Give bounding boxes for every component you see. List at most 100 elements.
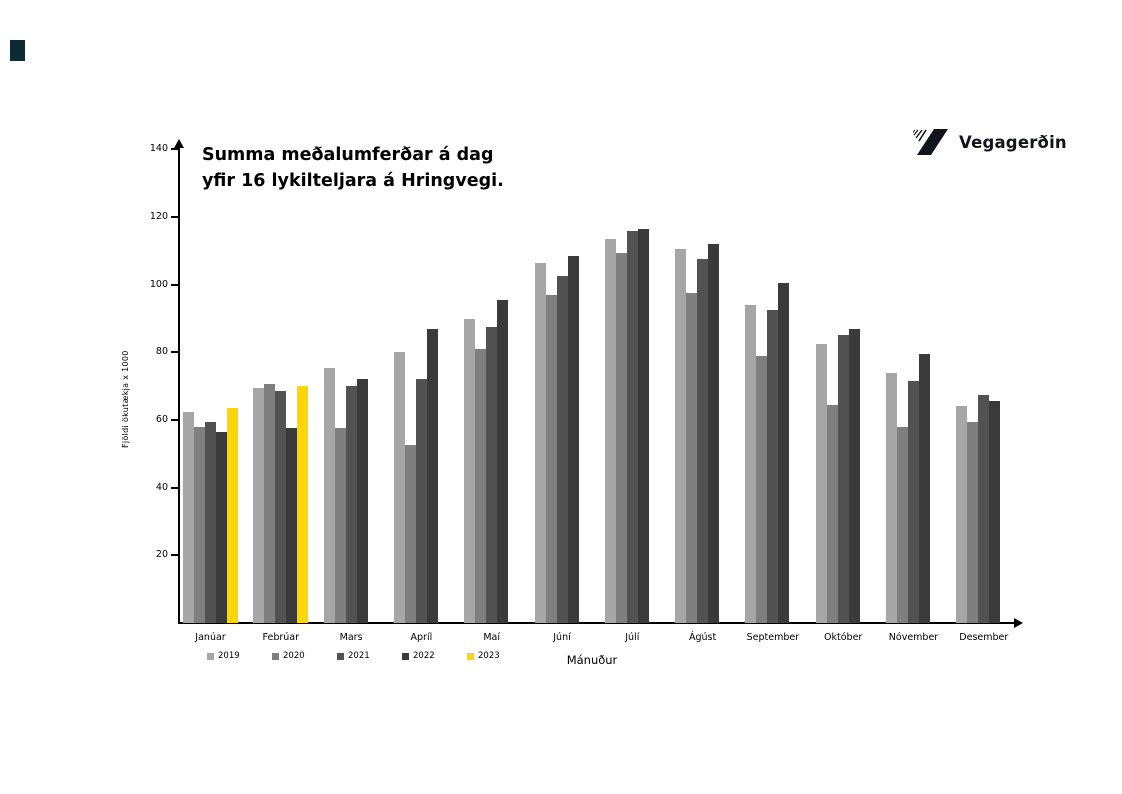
bar-2021-ágúst [697,259,709,623]
bar-2021-mars [345,386,357,623]
x-tick-label-júní: Júní [553,632,571,643]
y-tick-mark-60 [171,419,178,422]
bar-2020-september [756,355,768,623]
bar-2021-september [767,310,779,623]
y-tick-mark-80 [171,351,178,354]
bar-2020-ágúst [686,293,698,623]
bar-2021-desember [978,394,990,623]
legend-swatch-2021 [337,652,344,660]
bar-2022-febrúar [286,428,298,623]
bar-2019-október [815,343,827,623]
vegagerdin-logo-text: Vegagerðin [959,132,1067,152]
bar-2022-júní [567,255,579,623]
y-tick-mark-40 [171,486,178,489]
bar-2021-júlí [626,230,638,623]
bar-2022-september [778,283,790,623]
bar-2019-nóvember [886,372,897,623]
bar-2021-apríl [415,379,427,623]
y-tick-label-120: 120 [149,211,168,223]
bar-2021-nóvember [908,381,919,623]
x-tick-label-september: September [746,632,800,643]
chart-title-line-1: Summa meðalumferðar á dag [202,145,494,165]
y-tick-mark-20 [171,554,178,557]
bar-2022-desember [989,401,1001,623]
y-tick-mark-140 [171,148,178,151]
bar-2022-mars [356,379,368,623]
bar-2020-janúar [194,426,205,623]
x-tick-label-apríl: Apríl [410,632,433,643]
bar-2019-desember [956,406,968,623]
bar-2019-maí [464,318,476,623]
bar-2020-apríl [404,445,416,623]
bar-2019-júlí [604,239,616,623]
bar-2019-júní [534,262,546,623]
x-tick-label-febrúar: Febrúar [262,632,300,643]
legend-label-2020: 2020 [283,651,305,661]
x-axis-arrow-icon [1014,618,1023,628]
bar-2020-júní [545,294,557,623]
vegagerdin-logo: Vegagerðin [913,128,1067,156]
chart-title-line-2: yfir 16 lykilteljara á Hringvegi. [202,171,504,191]
bar-2020-febrúar [264,384,276,623]
y-tick-mark-100 [171,283,178,286]
legend-item-2022: 2022 [402,651,435,661]
vegagerdin-logo-icon [913,129,948,155]
legend-swatch-2022 [402,652,409,660]
legend-item-2023: 2023 [467,651,500,661]
x-tick-label-mars: Mars [339,632,363,643]
x-tick-label-ágúst: Ágúst [688,632,717,643]
bar-2019-mars [323,367,335,623]
bar-2022-júlí [637,228,649,623]
legend-swatch-2019 [207,652,214,660]
x-tick-label-október: Október [824,632,863,643]
x-axis-title: Mánuður [566,653,618,667]
bar-2020-mars [334,428,346,623]
bar-2019-september [745,304,757,623]
legend-swatch-2023 [467,652,474,660]
bar-2022-maí [497,299,509,623]
x-axis-line [178,622,1016,624]
bar-2020-júlí [615,252,627,623]
legend-item-2021: 2021 [337,651,370,661]
y-tick-label-100: 100 [149,278,168,290]
y-tick-mark-120 [171,216,178,219]
bar-2021-maí [486,326,498,623]
x-tick-label-nóvember: Nóvember [888,632,939,643]
x-tick-label-janúar: Janúar [195,632,226,643]
y-tick-label-20: 20 [155,549,168,561]
x-tick-label-júlí: Júlí [625,632,640,643]
x-tick-label-maí: Maí [483,632,501,643]
y-axis-line [178,146,180,624]
bar-2022-janúar [216,431,227,623]
legend-label-2019: 2019 [218,651,240,661]
x-tick-label-desember: Desember [959,632,1009,643]
bar-2022-apríl [426,328,438,623]
legend-label-2022: 2022 [413,651,435,661]
legend-label-2021: 2021 [348,651,370,661]
y-tick-label-80: 80 [155,346,168,358]
bar-2022-ágúst [708,244,720,623]
bar-2019-apríl [393,352,405,623]
y-tick-label-40: 40 [155,481,168,493]
bar-2023-janúar [227,408,238,623]
accent-square [10,40,25,61]
bar-2019-ágúst [675,249,687,623]
bar-2020-október [826,404,838,623]
bar-2021-janúar [205,421,216,623]
bar-2023-febrúar [297,386,309,623]
bar-2022-nóvember [919,354,930,623]
legend-item-2019: 2019 [207,651,240,661]
bar-2022-október [848,328,860,623]
legend-swatch-2020 [272,652,279,660]
bar-2020-maí [475,348,487,623]
bar-2020-nóvember [897,426,908,623]
chart-title: Summa meðalumferðar á dag yfir 16 lykilt… [202,142,504,194]
y-axis-arrow-icon [174,139,184,148]
y-tick-label-140: 140 [149,143,168,155]
y-tick-label-60: 60 [155,414,168,426]
legend-label-2023: 2023 [478,651,500,661]
bar-2021-október [837,335,849,623]
bar-2019-febrúar [253,387,265,623]
bar-2021-júní [556,276,568,623]
bar-2021-febrúar [275,391,287,623]
